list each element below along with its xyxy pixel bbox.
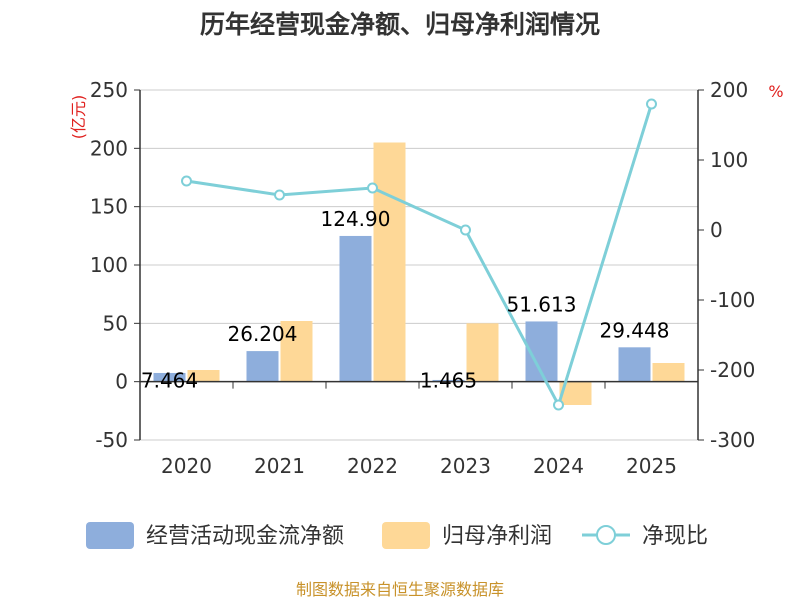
- cashflow-data-label: 7.464: [141, 369, 198, 393]
- data-source-note: 制图数据来自恒生聚源数据库: [296, 580, 504, 599]
- ratio-point[interactable]: [460, 224, 471, 236]
- cashflow-bar[interactable]: [432, 379, 465, 382]
- cashflow-data-label: 1.465: [420, 369, 477, 393]
- ratio-point[interactable]: [646, 98, 657, 110]
- profit-bar[interactable]: [652, 363, 685, 382]
- ratio-point[interactable]: [553, 399, 564, 411]
- left-axis-tick-label: 150: [90, 195, 128, 219]
- right-axis-tick-label: 100: [710, 148, 748, 172]
- profit-bar[interactable]: [280, 321, 313, 382]
- left-axis-tick-label: 50: [103, 311, 128, 335]
- ratio-point[interactable]: [181, 175, 192, 187]
- left-axis-tick-label: 100: [90, 253, 128, 277]
- right-axis-unit-label: %: [768, 82, 783, 101]
- legend-marker-ratio: [596, 525, 616, 545]
- data-labels: 7.464 26.204 124.90 1.465 51.613 29.448: [141, 207, 670, 393]
- cashflow-data-label: 26.204: [228, 322, 298, 346]
- ratio-line: [186, 103, 653, 409]
- axes: 250 200 150 100 50 0 -50 200 100 0 -100 -200 -300 202…: [90, 78, 756, 478]
- profit-bar[interactable]: [187, 370, 220, 382]
- left-axis-tick-label: 250: [90, 78, 128, 102]
- bar-series: [153, 142, 685, 405]
- legend-label-cashflow: 经营活动现金流净额: [146, 524, 344, 549]
- legend-swatch-cashflow: [86, 522, 134, 549]
- x-axis-category-label: 2020: [161, 454, 212, 478]
- left-axis-unit-label: (亿元): [69, 95, 88, 140]
- left-axis-tick-label: 0: [115, 370, 128, 394]
- x-axis-category-label: 2024: [533, 454, 584, 478]
- legend-item-profit[interactable]: 归母净利润: [382, 522, 552, 549]
- profit-bar[interactable]: [559, 381, 592, 405]
- chart-title: 历年经营现金净额、归母净利润情况: [200, 10, 600, 39]
- cashflow-bar[interactable]: [339, 235, 372, 382]
- left-axis-tick-label: -50: [95, 428, 128, 452]
- ratio-line-series: [181, 98, 657, 411]
- x-axis-category-label: 2023: [440, 454, 491, 478]
- right-axis-tick-label: -100: [710, 288, 755, 312]
- left-axis-tick-label: 200: [90, 136, 128, 160]
- ratio-point[interactable]: [367, 182, 378, 194]
- legend-item-ratio[interactable]: 净现比: [582, 524, 708, 549]
- cashflow-data-label: 51.613: [507, 292, 577, 316]
- cashflow-data-label: 124.90: [321, 207, 391, 231]
- right-axis-tick-label: -300: [710, 428, 755, 452]
- cashflow-bar[interactable]: [618, 347, 651, 382]
- x-axis-category-label: 2022: [347, 454, 398, 478]
- right-axis-tick-label: 200: [710, 78, 748, 102]
- x-axis-category-label: 2021: [254, 454, 305, 478]
- legend-label-ratio: 净现比: [642, 524, 708, 549]
- profit-bar[interactable]: [466, 323, 499, 382]
- cashflow-bar[interactable]: [153, 372, 186, 382]
- x-axis-category-label: 2025: [626, 454, 677, 478]
- legend: 经营活动现金流净额 归母净利润 净现比: [86, 522, 708, 549]
- right-axis-tick-label: 0: [710, 218, 723, 242]
- legend-swatch-profit: [382, 522, 430, 549]
- right-axis-tick-label: -200: [710, 358, 755, 382]
- ratio-point[interactable]: [274, 189, 285, 201]
- legend-item-cashflow[interactable]: 经营活动现金流净额: [86, 522, 344, 549]
- profit-bar[interactable]: [373, 142, 406, 382]
- legend-label-profit: 归母净利润: [442, 524, 552, 549]
- cashflow-bar[interactable]: [246, 351, 279, 382]
- cashflow-data-label: 29.448: [600, 318, 670, 342]
